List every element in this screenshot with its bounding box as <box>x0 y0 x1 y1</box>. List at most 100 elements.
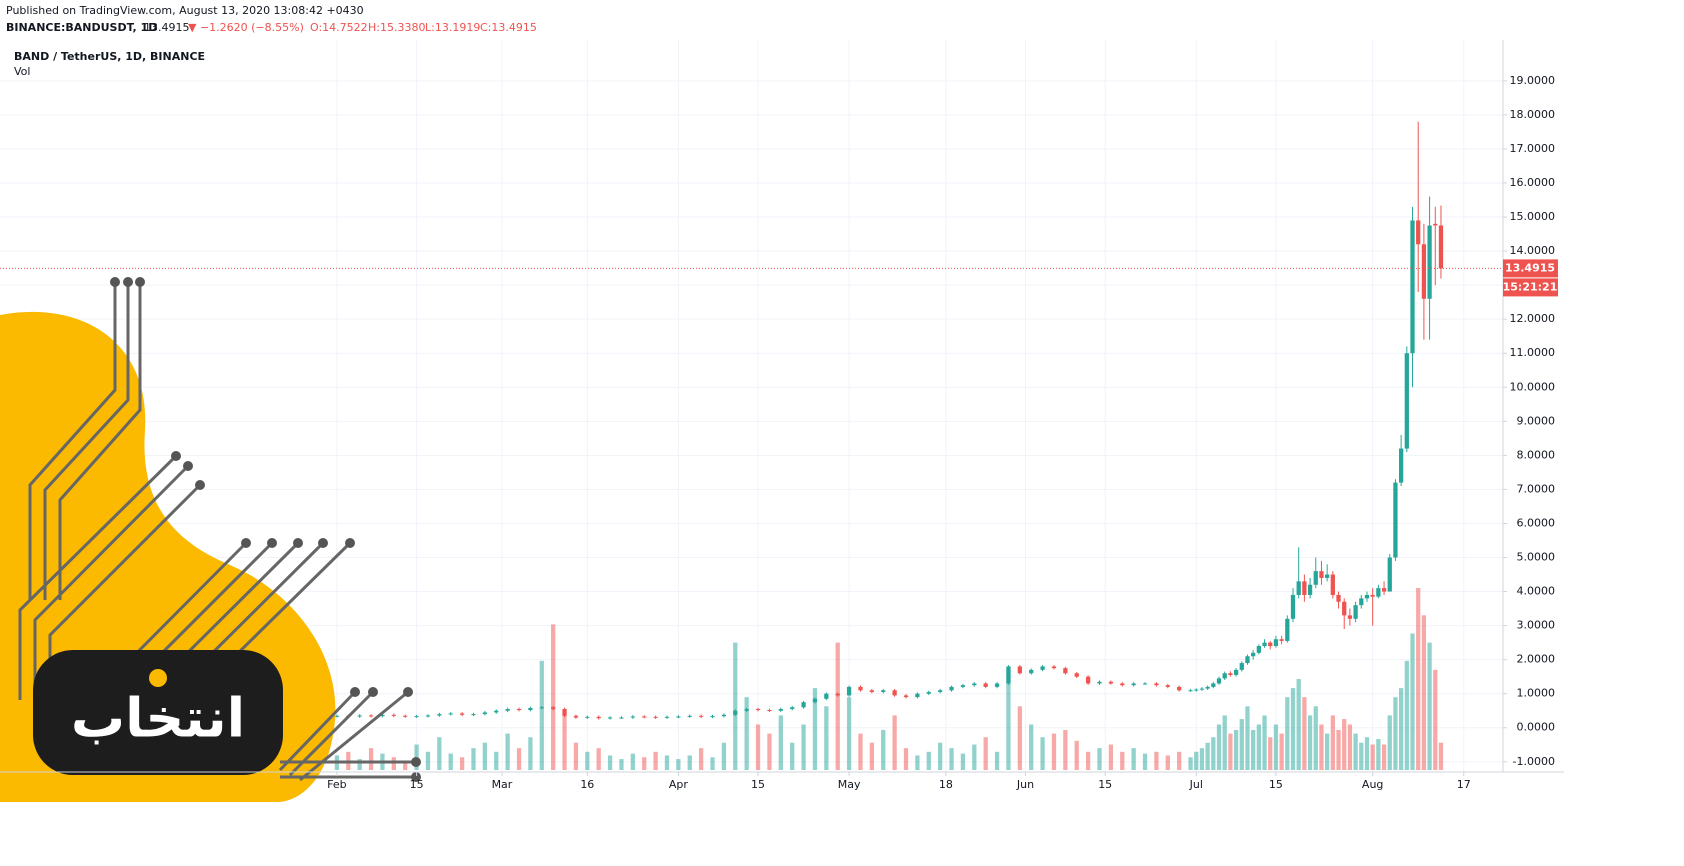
candle-body <box>1416 220 1421 245</box>
volume-bar <box>368 748 374 770</box>
candle-body <box>1427 225 1432 299</box>
volume-bar <box>1398 688 1404 770</box>
volume-bar <box>1251 729 1256 770</box>
axes: -1.0000 0.0000 1.0000 2.0000 3.0000 4.0000 5.0… <box>0 74 1558 791</box>
x-tick-label: Aug <box>1362 778 1383 791</box>
candle-body <box>755 709 761 711</box>
volume-bar <box>1302 697 1307 770</box>
candle-body <box>1330 574 1335 595</box>
y-tick-label: 15.0000 <box>1510 210 1556 223</box>
x-tick-label: 17 <box>1457 778 1471 791</box>
candle-body <box>494 710 499 713</box>
candle-body <box>824 693 829 699</box>
volume-bar <box>1205 742 1210 770</box>
candle-body <box>778 709 783 711</box>
volume-bar <box>471 748 476 770</box>
candle-body <box>1245 656 1250 664</box>
volume-bar <box>1194 751 1199 770</box>
candle-body <box>380 714 385 717</box>
candle-body <box>812 698 818 703</box>
candle-body <box>539 707 544 709</box>
candle-body <box>1228 673 1233 675</box>
candle-body <box>1154 683 1159 686</box>
last-price-box <box>1503 259 1558 278</box>
candle-body <box>767 710 772 712</box>
candle-body <box>1313 571 1318 585</box>
countdown-box <box>1503 278 1558 297</box>
candle-body <box>1359 598 1364 606</box>
candle-layer <box>334 121 1444 720</box>
volume-bar <box>801 724 806 770</box>
y-tick-label: 16.0000 <box>1510 176 1556 189</box>
candle-body <box>858 686 863 691</box>
x-tick-label: Jun <box>1016 778 1034 791</box>
candle-body <box>676 716 681 718</box>
candle-body <box>1120 683 1125 686</box>
volume-bar <box>903 748 909 770</box>
volume-bar <box>1433 669 1438 770</box>
volume-bar <box>1359 742 1364 770</box>
candle-body <box>1006 666 1011 684</box>
volume-bar <box>357 759 362 770</box>
x-tick-label: Apr <box>669 778 689 791</box>
volume-bar <box>1336 729 1341 770</box>
candle-body <box>983 683 988 687</box>
candle-body <box>1262 642 1267 647</box>
volume-bar <box>1307 715 1313 770</box>
volume-bar <box>767 733 772 770</box>
last-price-label: 13.4915 <box>1505 261 1555 274</box>
volume-bar <box>1347 724 1353 770</box>
volume-bar <box>824 706 829 770</box>
volume-bar <box>1370 744 1375 770</box>
y-tick-label: 18.0000 <box>1510 108 1556 121</box>
volume-bar <box>516 748 522 770</box>
volume-bar <box>1421 615 1427 770</box>
volume-bar <box>642 757 647 770</box>
candle-body <box>368 715 374 717</box>
candle-body <box>1251 652 1256 657</box>
volume-bar <box>653 751 658 770</box>
logo-badge <box>33 650 283 775</box>
volume-bar <box>551 624 556 770</box>
y-tick-label: 8.0000 <box>1517 448 1556 461</box>
x-tick-label: 16 <box>580 778 594 791</box>
candle-body <box>1404 353 1409 449</box>
volume-bar <box>994 751 1000 770</box>
volume-bar <box>858 733 863 770</box>
candle-body <box>1285 618 1290 641</box>
candle-body <box>1256 646 1261 653</box>
volume-bar <box>1438 742 1444 770</box>
candle-body <box>1085 676 1091 684</box>
candle-body <box>1393 482 1398 558</box>
volume-bar <box>1131 748 1136 770</box>
candle-body <box>1273 639 1279 647</box>
candle-body <box>699 715 704 717</box>
candle-body <box>1433 223 1438 226</box>
volume-bar <box>482 742 488 770</box>
candle-body <box>1029 669 1034 674</box>
candle-body <box>1194 689 1199 691</box>
candle-body <box>425 715 431 717</box>
candle-body <box>573 715 579 718</box>
x-tick-label: 15 <box>1098 778 1112 791</box>
volume-bar <box>437 737 442 770</box>
candle-body <box>1239 663 1244 670</box>
volume-bar <box>607 755 613 770</box>
candle-body <box>1165 685 1170 687</box>
volume-bar <box>926 751 931 770</box>
volume-bar <box>1177 751 1182 770</box>
candle-body <box>1211 683 1216 687</box>
candle-body <box>801 702 806 708</box>
candle-body <box>1410 220 1415 354</box>
candle-body <box>1438 225 1444 269</box>
candle-body <box>596 716 601 719</box>
candle-body <box>1370 594 1375 597</box>
logo-dots <box>110 277 421 782</box>
logo-text: انتخاب <box>71 687 245 750</box>
candle-body <box>1398 448 1404 483</box>
ohlc-low: L:13.1919 <box>425 21 480 34</box>
logo-circuits <box>18 282 416 782</box>
volume-bar <box>938 742 943 770</box>
volume-bar <box>778 715 783 770</box>
volume-bar <box>505 733 510 770</box>
